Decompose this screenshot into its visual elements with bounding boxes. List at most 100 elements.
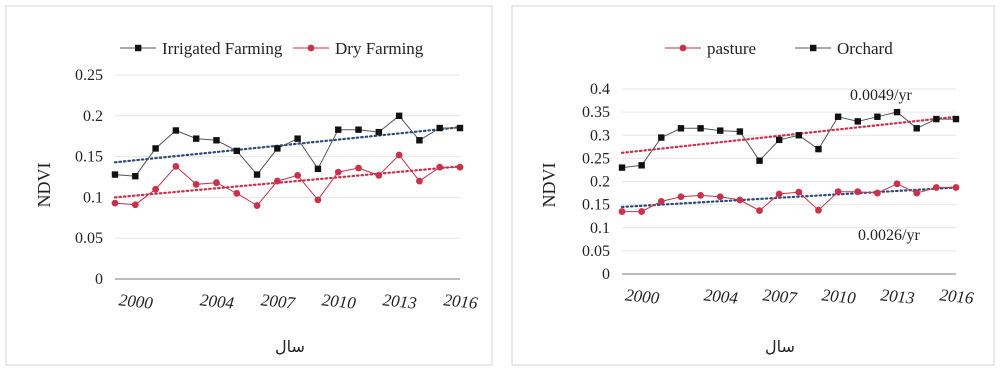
right-annotations: 0.0049/yr 0.0026/yr: [850, 87, 920, 244]
left-data-point: [132, 172, 139, 180]
right-x-tick-label: 2004: [703, 285, 739, 308]
left-data-point: [172, 127, 180, 134]
right-data-point: [913, 189, 921, 197]
right-trend-rate-label: 0.0049/yr: [850, 87, 912, 104]
left-data-point: [213, 137, 220, 144]
left-data-point: [294, 171, 302, 179]
left-y-axis-title: NDVI: [34, 163, 54, 208]
left-x-tick-label: 2004: [199, 290, 235, 313]
left-data-point: [395, 151, 403, 159]
left-data-point: [152, 145, 159, 152]
right-y-tick-label: 0: [602, 266, 610, 283]
right-y-tick-label: 0.25: [582, 150, 610, 167]
left-data-point: [172, 162, 180, 170]
right-data-point: [658, 134, 665, 141]
left-trendline: [113, 126, 462, 164]
right-x-tick-label: 2010: [821, 285, 857, 308]
left-chart-panel: 0 0.05 0.1 0.15 0.2 0.25 2000 2004 2007 2010 2013…: [5, 5, 493, 366]
left-legend-label: Irrigated Farming: [162, 39, 283, 58]
right-data-point: [756, 207, 763, 215]
left-data-point: [111, 199, 119, 207]
left-data-point: [355, 126, 362, 133]
right-legend-label: Orchard: [837, 39, 893, 58]
right-data-point: [893, 180, 901, 188]
right-trendline: [620, 115, 958, 154]
left-x-tick-label: 2016: [443, 290, 479, 313]
left-data-point: [436, 124, 443, 132]
left-x-axis-title: سال: [275, 337, 305, 356]
left-trendlines: [113, 126, 462, 199]
right-data-point: [775, 136, 783, 144]
left-data-point: [213, 179, 220, 187]
right-data-point: [638, 162, 645, 169]
left-data-point: [416, 177, 423, 185]
right-data-point: [717, 127, 724, 134]
right-x-tick-label: 2016: [939, 285, 975, 308]
right-x-tick-label: 2013: [880, 285, 916, 307]
left-data-point: [456, 124, 464, 132]
right-series-line: [621, 111, 956, 169]
right-data-point: [834, 188, 842, 196]
right-data-point: [775, 190, 783, 198]
right-legend-label: pasture: [707, 39, 756, 58]
right-data-point: [657, 197, 665, 205]
right-y-tick-label: 0.35: [582, 104, 610, 121]
left-data-point: [253, 202, 261, 209]
right-series-line: [622, 183, 956, 213]
right-data-point: [815, 206, 822, 214]
left-data-point: [192, 180, 200, 188]
right-data-point: [618, 208, 626, 215]
left-y-tick-label: 0.05: [75, 230, 103, 247]
left-series-line: [114, 154, 460, 207]
left-data-point: [253, 171, 261, 178]
right-y-tick-label: 0.15: [582, 197, 610, 214]
right-data-point: [834, 113, 842, 120]
right-data-point: [716, 193, 724, 201]
left-y-tick-label: 0: [95, 271, 103, 288]
right-data-point: [736, 128, 744, 135]
left-x-tick-label: 2013: [382, 290, 418, 312]
left-data-point: [192, 135, 200, 142]
left-x-tick-label: 2010: [321, 290, 357, 313]
left-legend-marker: [307, 44, 315, 52]
left-data-point: [233, 147, 240, 155]
right-trend-rate-label: 0.0026/yr: [858, 227, 920, 244]
left-data-point: [274, 145, 281, 152]
right-y-ticks: 0 0.05 0.1 0.15 0.2 0.25 0.3 0.35 0.4: [582, 81, 610, 283]
left-y-tick-label: 0.15: [75, 149, 103, 166]
left-data-point: [355, 164, 362, 172]
right-data-point: [795, 132, 803, 139]
left-legend: Irrigated Farming Dry Farming: [120, 39, 424, 58]
right-x-tick-label: 2000: [624, 285, 660, 308]
right-data-point: [913, 125, 920, 132]
right-data-point: [952, 184, 960, 191]
right-data-point: [638, 208, 646, 215]
left-data-point: [111, 171, 119, 178]
right-trendlines: [620, 115, 958, 209]
left-data-point: [416, 137, 423, 144]
right-data-point: [756, 157, 763, 164]
right-chart-panel: 00.050.10.150.20.250.30.350.4 2000 2004 20…: [511, 5, 995, 366]
right-data-point: [854, 188, 862, 196]
right-x-tick-label: 2007: [762, 285, 799, 308]
right-trendline: [620, 186, 958, 209]
right-y-axis-title: NDVI: [539, 163, 559, 208]
left-y-tick-label: 0.2: [83, 108, 103, 125]
right-data-point: [618, 164, 626, 171]
right-data-point: [874, 189, 881, 197]
left-data-point: [375, 171, 383, 179]
left-data-point: [395, 112, 403, 119]
left-legend-marker: [135, 44, 142, 52]
right-y-tick-label: 0.4: [590, 81, 610, 98]
left-data-point: [152, 185, 159, 193]
left-data-point: [294, 135, 301, 142]
left-data-point: [375, 128, 383, 136]
left-data-point: [314, 196, 322, 204]
right-chart-frame: [511, 5, 995, 366]
left-y-ticks: 0 0.05 0.1 0.15 0.2 0.25: [75, 67, 103, 288]
right-data-point: [854, 118, 861, 125]
left-data-point: [273, 177, 281, 185]
left-y-tick-label: 0.1: [83, 189, 103, 206]
right-y-tick-label: 0.2: [590, 174, 610, 191]
